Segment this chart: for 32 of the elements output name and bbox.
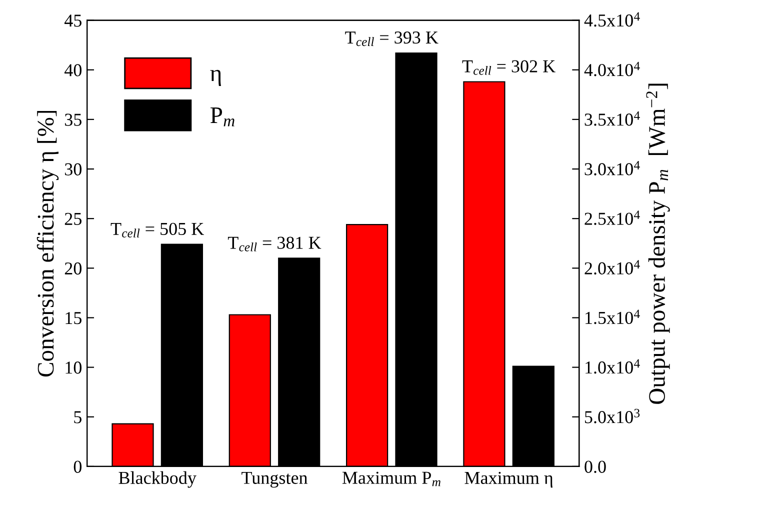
annotation: T$_{cell}$ = 302 K bbox=[462, 60, 556, 75]
x-tick-label: Maximum η bbox=[464, 472, 552, 488]
y-tick-label: 25 bbox=[64, 212, 82, 226]
y-tick-label: 20 bbox=[64, 262, 82, 275]
y-axis-title: Conversion efficiency η [%] bbox=[36, 110, 59, 377]
y-tick-label: 30 bbox=[65, 163, 82, 176]
y2-tick-label: 5.0x10$^{3}$ bbox=[585, 408, 640, 424]
y2-tick-label: 2.0x10$^{4}$ bbox=[584, 260, 640, 275]
y-tick-label: 15 bbox=[66, 312, 82, 324]
y-tick-label: 0 bbox=[74, 460, 82, 473]
x-tick-label: Tungsten bbox=[242, 472, 308, 488]
y2-axis-title: Output power density P$_{m}$ [Wm$^{−2}$] bbox=[646, 84, 670, 404]
y-tick-label: 40 bbox=[64, 64, 82, 76]
y2-tick-label: 0.0 bbox=[584, 460, 606, 473]
y2-tick-label: 3.0x10$^{4}$ bbox=[584, 161, 640, 176]
legend-label: η bbox=[210, 70, 221, 86]
y-tick-label: 10 bbox=[66, 362, 82, 374]
y2-tick-label: 2.5x10$^{4}$ bbox=[584, 210, 640, 225]
legend-label: P$_{m}$ bbox=[210, 108, 234, 126]
y2-tick-label: 1.0x10$^{4}$ bbox=[586, 359, 640, 374]
y2-tick-label: 4.5x10$^{4}$ bbox=[584, 12, 640, 27]
y2-tick-label: 4.0x10$^{4}$ bbox=[584, 62, 640, 76]
y2-tick-label: 3.5x10$^{4}$ bbox=[584, 111, 640, 126]
y-tick-label: 35 bbox=[65, 114, 82, 126]
annotation: T$_{cell}$ = 393 K bbox=[345, 32, 438, 46]
y2-tick-label: 1.5x10$^{4}$ bbox=[586, 310, 640, 324]
y-tick-label: 5 bbox=[74, 411, 82, 424]
annotation: T$_{cell}$ = 505 K bbox=[110, 222, 204, 238]
x-tick-label: Maximum P$_{m}$ bbox=[342, 472, 440, 486]
annotation: T$_{cell}$ = 381 K bbox=[228, 236, 322, 252]
x-tick-label: Blackbody bbox=[118, 471, 196, 488]
y-tick-label: 45 bbox=[64, 14, 82, 27]
